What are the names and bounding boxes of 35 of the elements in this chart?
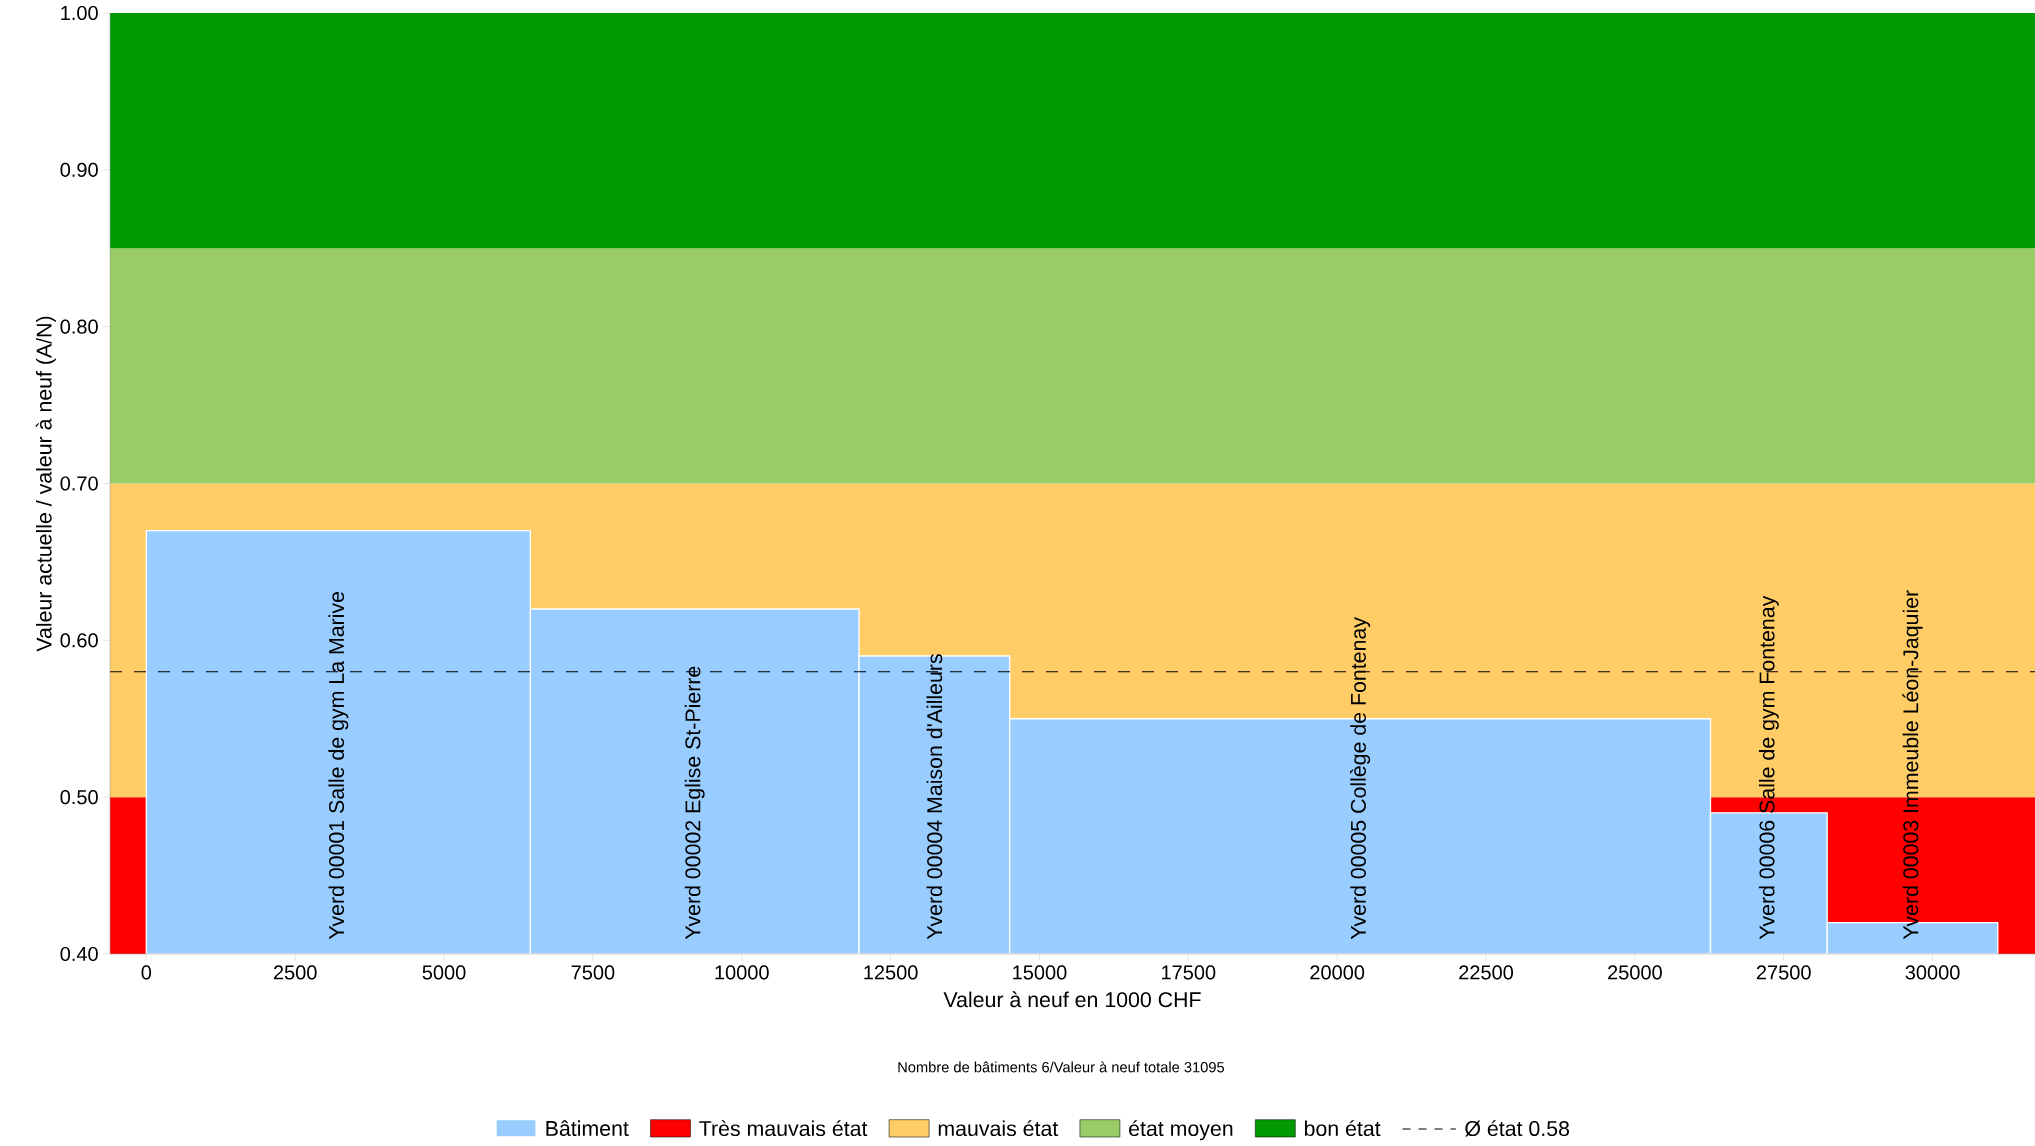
y-axis-title: Valeur actuelle / valeur à neuf (A/N) — [35, 316, 56, 652]
y-tick-label: 0.50 — [60, 790, 98, 805]
x-tick-label: 2500 — [273, 965, 317, 980]
x-tick-label: 7500 — [571, 965, 615, 980]
x-tick-label: 5000 — [422, 965, 466, 980]
legend-label: Ø état 0.58 — [1465, 1120, 1570, 1137]
y-tick-label: 0.80 — [60, 319, 98, 334]
x-tick-label: 0 — [141, 965, 152, 980]
legend-label: mauvais état — [938, 1120, 1059, 1137]
x-tick-label: 25000 — [1608, 965, 1662, 980]
y-tick-label: 0.70 — [60, 476, 98, 491]
x-tick-label: 27500 — [1756, 965, 1811, 980]
x-tick-label: 15000 — [1013, 965, 1067, 980]
x-tick-label: 17500 — [1162, 965, 1216, 980]
y-tick-label: 0.90 — [60, 162, 98, 177]
data-label: Yverd 00002 Eglise St-Pierre — [684, 666, 705, 940]
x-tick-label: 12500 — [864, 965, 918, 980]
legend-label: bon état — [1304, 1120, 1381, 1137]
legend-label: Très mauvais état — [699, 1120, 868, 1137]
x-tick-label: 22500 — [1459, 965, 1514, 980]
y-tick-label: 0.40 — [60, 946, 98, 962]
x-tick-label: 20000 — [1310, 965, 1365, 980]
legend-label: Bâtiment — [546, 1120, 629, 1136]
legend-label: état moyen — [1129, 1120, 1233, 1141]
data-label: Yverd 00001 Salle de gym La Marive — [328, 591, 349, 940]
y-tick-label: 1.00 — [61, 5, 98, 21]
x-axis-title: Valeur à neuf en 1000 CHF — [943, 991, 1201, 1008]
x-tick-label: 10000 — [715, 965, 769, 980]
data-label: Yverd 00004 Maison d'Ailleurs — [926, 654, 943, 940]
data-label: Yverd 00003 Immeuble Léon-Jaquier — [1902, 590, 1923, 940]
y-tick-label: 0.60 — [60, 633, 98, 648]
text: Nombre de bâtiments 6/Valeur à neuf totale 31095 — [898, 1061, 1225, 1073]
x-tick-label: 30000 — [1905, 965, 1960, 980]
data-label: Yverd 00006 Salle de gym Fontenay — [1758, 595, 1779, 940]
data-label: Yverd 00005 Collège de Fontenay — [1350, 617, 1371, 940]
